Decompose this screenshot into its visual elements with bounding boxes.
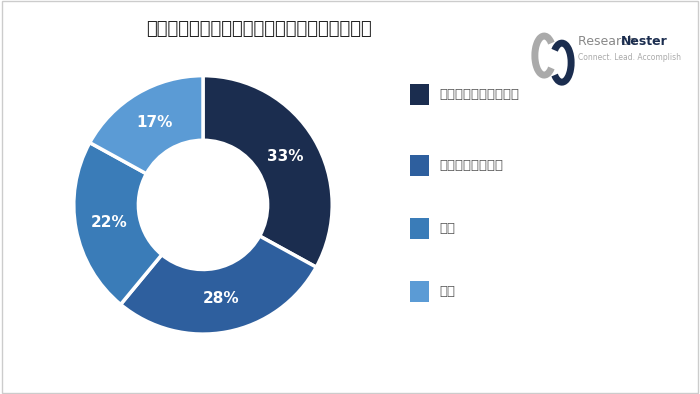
Text: 17%: 17% xyxy=(136,115,172,130)
Text: 試薬: 試薬 xyxy=(440,285,456,298)
Wedge shape xyxy=(203,76,332,267)
Text: Connect. Lead. Accomplish: Connect. Lead. Accomplish xyxy=(578,53,681,61)
Text: 22%: 22% xyxy=(91,215,127,230)
Text: 28%: 28% xyxy=(202,291,239,306)
Text: ポリカーボネート合成: ポリカーボネート合成 xyxy=(440,88,519,101)
Text: 炭酸ジメチル市場ーアプリケーション別の分類: 炭酸ジメチル市場ーアプリケーション別の分類 xyxy=(146,20,372,38)
Text: Research: Research xyxy=(578,35,639,48)
Text: バッテリー電解液: バッテリー電解液 xyxy=(440,159,503,172)
Text: 溶媒: 溶媒 xyxy=(440,222,456,235)
Text: 33%: 33% xyxy=(267,149,304,164)
Wedge shape xyxy=(74,143,162,305)
Text: Nester: Nester xyxy=(621,35,668,48)
Wedge shape xyxy=(90,76,203,174)
Wedge shape xyxy=(120,236,316,334)
